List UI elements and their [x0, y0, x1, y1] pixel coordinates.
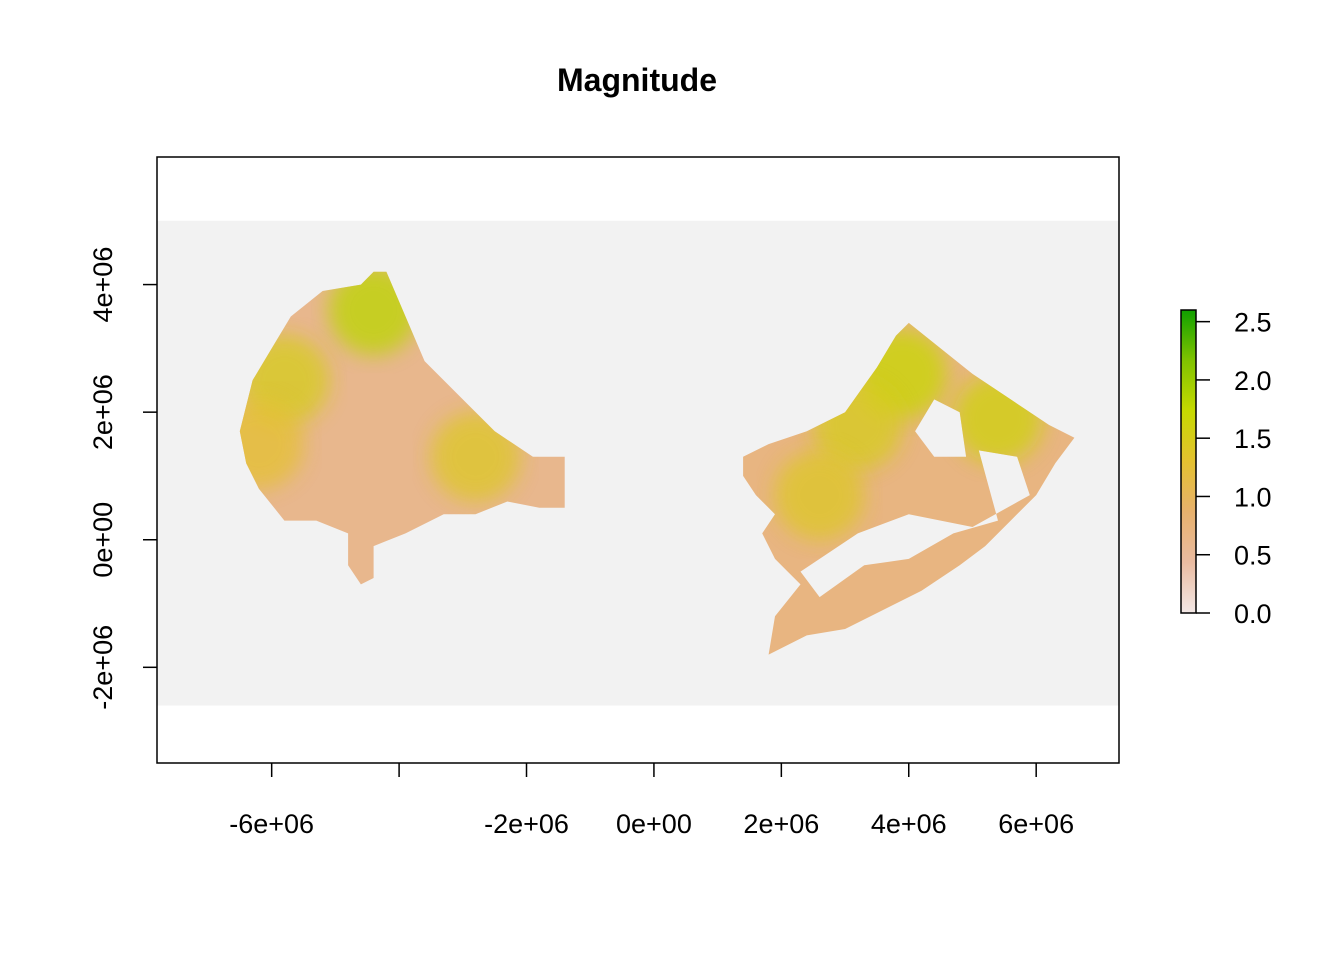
y-tick-label: 0e+00: [88, 502, 118, 578]
chart-title: Magnitude: [557, 62, 717, 98]
x-tick-label: -2e+06: [484, 809, 569, 839]
highlight-cell: [774, 450, 865, 541]
plot-frame: [156, 156, 1120, 764]
legend-tick-label: 0.5: [1234, 541, 1272, 571]
region-1: [239, 271, 565, 585]
legend-tick-label: 1.5: [1234, 424, 1272, 454]
legend-tick-label: 2.0: [1234, 366, 1272, 396]
region-fill: [239, 271, 565, 585]
x-tick-label: 6e+06: [998, 809, 1074, 839]
highlight-cell: [239, 399, 304, 490]
x-axis: -6e+06 -2e+06 0e+00 2e+06 4e+06 6e+06: [229, 763, 1074, 839]
legend-tick-label: 0.0: [1234, 599, 1272, 629]
legend-tick-label: 2.5: [1234, 308, 1272, 338]
color-legend: 0.0 0.5 1.0 1.5 2.0 2.5: [1180, 308, 1272, 629]
y-axis: -2e+06 0e+00 2e+06 4e+06: [88, 247, 157, 710]
region-highlights: [239, 271, 521, 502]
y-tick-label: -2e+06: [88, 625, 118, 710]
highlight-cell: [430, 411, 521, 502]
x-tick-label: 0e+00: [616, 809, 692, 839]
x-tick-label: 2e+06: [743, 809, 819, 839]
legend-tick-label: 1.0: [1234, 482, 1272, 512]
x-tick-label: 4e+06: [871, 809, 947, 839]
regions: [239, 271, 1075, 655]
y-tick-label: 4e+06: [88, 247, 118, 323]
x-tick-label: -6e+06: [229, 809, 314, 839]
region-2: [743, 322, 1075, 655]
legend-ticks: 0.0 0.5 1.0 1.5 2.0 2.5: [1196, 308, 1272, 629]
y-tick-label: 2e+06: [88, 374, 118, 450]
plot-area: [157, 220, 1119, 706]
legend-color-bar: [1180, 309, 1197, 614]
